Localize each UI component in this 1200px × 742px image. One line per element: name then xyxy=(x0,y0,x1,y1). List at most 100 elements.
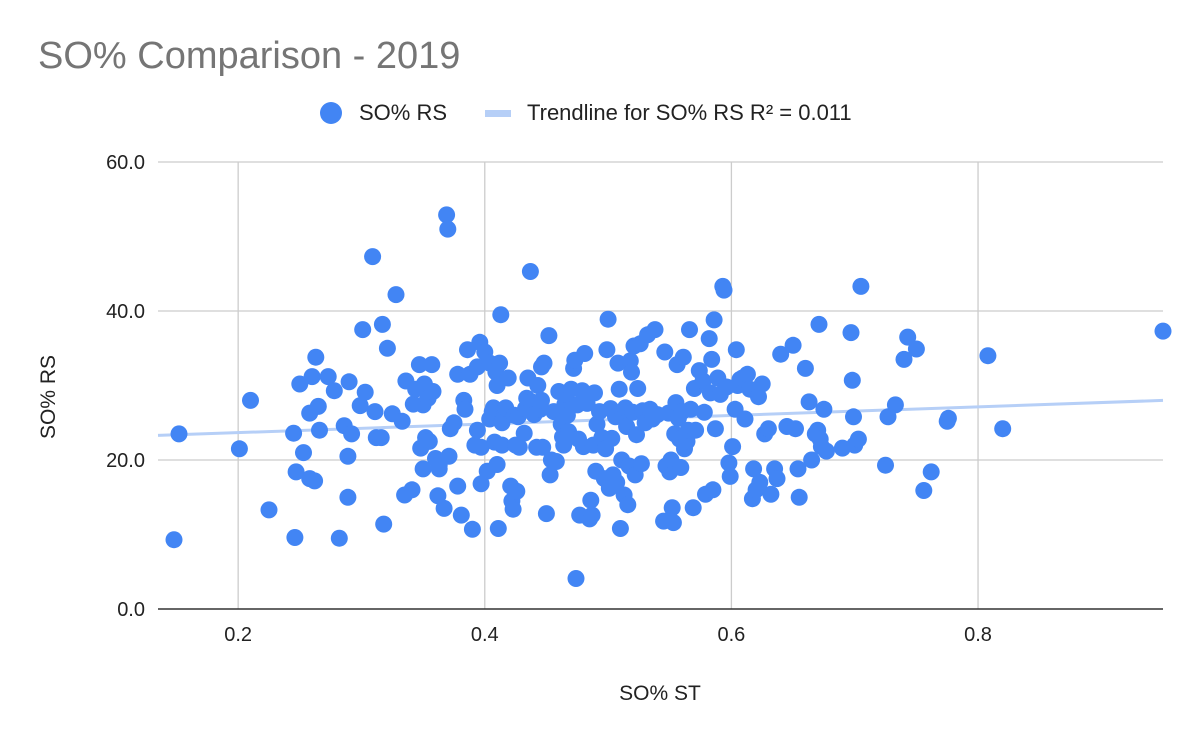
scatter-point xyxy=(547,453,565,470)
chart-title: SO% Comparison - 2019 xyxy=(38,35,460,77)
scatter-point xyxy=(907,340,925,358)
scatter-point xyxy=(491,354,509,372)
scatter-point xyxy=(715,281,733,299)
scatter-point xyxy=(330,529,348,547)
scatter-point xyxy=(842,324,860,342)
scatter-point xyxy=(286,529,304,546)
scatter-point xyxy=(576,345,594,362)
scatter-point xyxy=(424,383,442,400)
scatter-point xyxy=(260,501,278,519)
scatter-point xyxy=(588,415,606,433)
scatter-point xyxy=(810,315,828,333)
scatter-point xyxy=(488,456,506,473)
scatter-point xyxy=(489,520,507,537)
y-axis-title: SO% RS xyxy=(37,355,60,439)
scatter-point xyxy=(393,412,411,430)
legend-marker-scatter xyxy=(320,102,342,124)
scatter-point xyxy=(537,505,555,523)
legend-label-trendline: Trendline for SO% RS R² = 0.011 xyxy=(527,100,852,125)
scatter-point xyxy=(745,460,763,478)
scatter-point xyxy=(343,425,361,443)
scatter-point xyxy=(994,420,1012,438)
gridlines xyxy=(158,161,1163,609)
scatter-point xyxy=(354,321,372,339)
scatter-point xyxy=(508,482,526,500)
scatter-point xyxy=(499,369,517,387)
scatter-point xyxy=(319,368,337,386)
scatter-point xyxy=(452,506,470,524)
x-tick-label: 0.4 xyxy=(471,624,499,646)
scatter-point xyxy=(429,487,447,505)
scatter-point xyxy=(541,466,559,484)
scatter-point xyxy=(492,306,510,324)
scatter-point xyxy=(852,277,870,295)
scatter-point xyxy=(700,330,718,348)
scatter-point xyxy=(656,343,674,361)
scatter-point xyxy=(504,500,522,518)
scatter-point xyxy=(583,506,601,524)
scatter-point xyxy=(540,327,558,345)
scatter-point xyxy=(521,263,539,280)
scatter-point xyxy=(529,377,547,394)
scatter-point xyxy=(759,420,777,438)
scatter-point xyxy=(720,454,738,472)
scatter-point xyxy=(311,421,328,439)
scatter-point xyxy=(623,363,640,381)
scatter-point xyxy=(646,321,664,339)
scatter-point xyxy=(423,356,441,374)
scatter-point xyxy=(459,341,476,359)
scatter-point xyxy=(472,438,490,456)
scatter-point xyxy=(727,341,745,359)
scatter-point xyxy=(510,438,528,456)
scatter-point xyxy=(762,485,780,503)
scatter-point xyxy=(535,354,553,372)
scatter-point xyxy=(895,350,913,368)
scatter-point xyxy=(515,424,533,442)
scatter-point xyxy=(555,436,573,454)
x-tick-label: 0.2 xyxy=(224,624,252,646)
scatter-point xyxy=(285,424,303,442)
scatter-point xyxy=(721,467,739,485)
scatter-point xyxy=(877,456,894,474)
scatter-point xyxy=(681,321,698,339)
scatter-point xyxy=(787,420,804,438)
scatter-point xyxy=(610,380,628,398)
scatter-point xyxy=(449,477,467,495)
scatter-point xyxy=(303,368,321,386)
scatter-point xyxy=(695,403,713,421)
scatter-point xyxy=(704,481,722,499)
scatter-point xyxy=(796,359,814,377)
scatter-point xyxy=(287,463,305,481)
scatter-point xyxy=(372,429,390,447)
scatter-point xyxy=(435,499,453,517)
scatter-point xyxy=(438,206,456,224)
y-tick-label: 20.0 xyxy=(106,450,145,472)
scatter-point xyxy=(619,496,637,514)
scatter-point xyxy=(632,455,650,473)
scatter-point xyxy=(687,421,705,439)
data-points xyxy=(165,206,1172,587)
scatter-point xyxy=(753,375,771,393)
scatter-point xyxy=(170,425,188,443)
scatter-point xyxy=(325,382,343,400)
scatter-point xyxy=(364,248,382,266)
scatter-point xyxy=(706,420,724,438)
scatter-point xyxy=(534,438,552,456)
scatter-point xyxy=(803,451,821,469)
scatter-point xyxy=(463,520,481,538)
scatter-point xyxy=(672,459,690,476)
scatter-point xyxy=(768,470,786,488)
scatter-point xyxy=(387,286,405,304)
scatter-point xyxy=(351,397,369,415)
scatter-point xyxy=(165,531,183,549)
scatter-point xyxy=(339,447,357,465)
scatter-point xyxy=(705,311,723,329)
legend-label-scatter: SO% RS xyxy=(359,100,447,125)
scatter-point xyxy=(663,499,681,517)
scatter-point xyxy=(493,436,511,454)
scatter-point xyxy=(242,391,259,409)
scatter-point xyxy=(375,515,393,533)
scatter-point xyxy=(373,315,391,333)
scatter-point xyxy=(445,414,463,432)
